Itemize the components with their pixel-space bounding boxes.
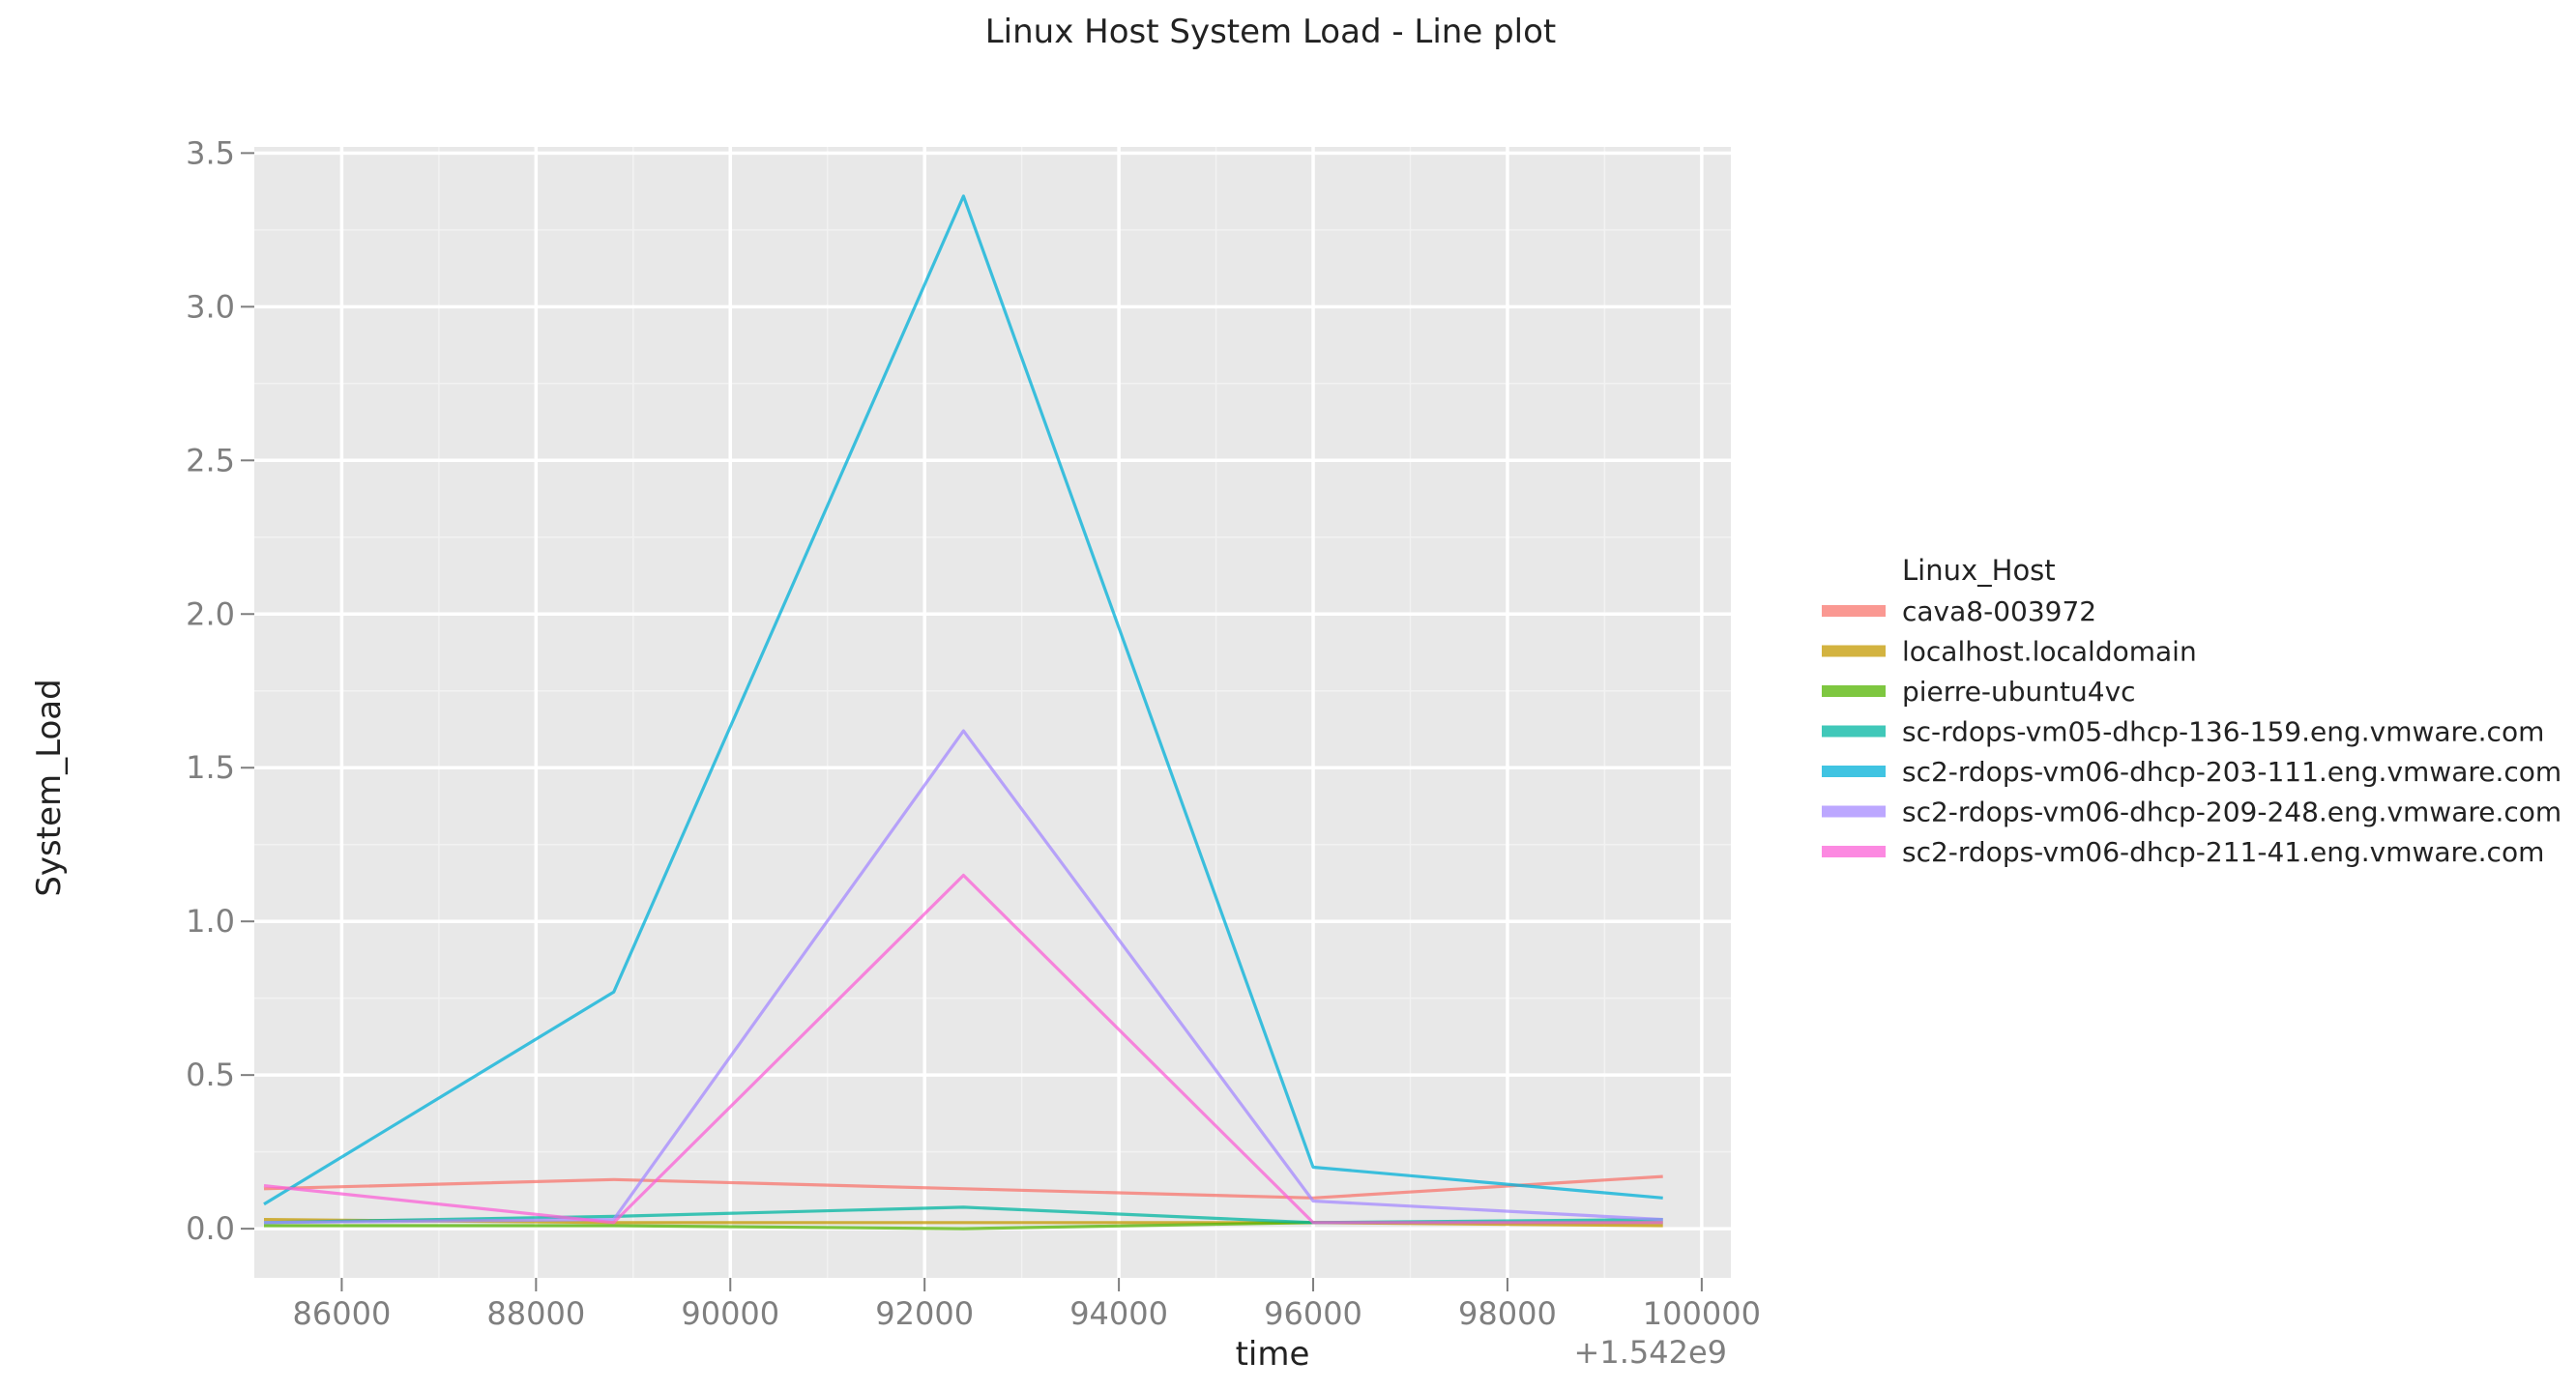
series-lines — [263, 194, 1663, 1231]
x-axis: 86000 88000 90000 92000 94000 96000 98000 10000… — [293, 1278, 1761, 1332]
x-tick-label: 90000 — [681, 1295, 779, 1332]
y-tick-label: 0.5 — [186, 1057, 235, 1093]
x-axis-offset-label: +1.542e9 — [1574, 1334, 1727, 1371]
y-tick-label: 3.5 — [186, 134, 235, 171]
legend: Linux_Host cava8-003972 localhost.localdo… — [1822, 554, 2561, 868]
chart-title: Linux Host System Load - Line plot — [985, 13, 1557, 51]
legend-label: sc2-rdops-vm06-dhcp-209-248.eng.vmware.c… — [1902, 796, 2561, 828]
y-tick-label: 1.5 — [186, 749, 235, 786]
x-axis-label: time — [1236, 1335, 1310, 1374]
legend-title: Linux_Host — [1902, 554, 2056, 587]
legend-label: sc2-rdops-vm06-dhcp-203-111.eng.vmware.c… — [1902, 756, 2561, 788]
series-line — [263, 1174, 1663, 1200]
y-tick-label: 3.0 — [186, 288, 235, 325]
y-tick-label: 1.0 — [186, 903, 235, 940]
major-grid — [254, 147, 1731, 1278]
legend-label: sc2-rdops-vm06-dhcp-211-41.eng.vmware.co… — [1902, 836, 2544, 868]
x-tick-label: 98000 — [1458, 1295, 1557, 1332]
y-axis-label: System_Load — [30, 679, 69, 896]
y-tick-label: 2.0 — [186, 595, 235, 632]
plot-background — [254, 147, 1731, 1278]
y-tick-label: 0.0 — [186, 1210, 235, 1247]
x-tick-label: 94000 — [1069, 1295, 1168, 1332]
x-tick-label: 92000 — [875, 1295, 974, 1332]
series-line — [263, 873, 1663, 1225]
y-tick-label: 2.5 — [186, 442, 235, 478]
x-tick-label: 100000 — [1643, 1295, 1761, 1332]
x-tick-label: 88000 — [486, 1295, 585, 1332]
legend-label: sc-rdops-vm05-dhcp-136-159.eng.vmware.co… — [1902, 716, 2544, 748]
legend-label: pierre-ubuntu4vc — [1902, 676, 2136, 708]
series-line — [263, 194, 1663, 1206]
legend-label: cava8-003972 — [1902, 595, 2096, 627]
series-line — [263, 729, 1663, 1225]
x-tick-label: 96000 — [1264, 1295, 1362, 1332]
y-axis: 0.0 0.5 1.0 1.5 2.0 2.5 3.0 3.5 — [186, 134, 254, 1247]
minor-grid — [254, 147, 1731, 1278]
x-tick-label: 86000 — [293, 1295, 392, 1332]
legend-label: localhost.localdomain — [1902, 636, 2197, 668]
